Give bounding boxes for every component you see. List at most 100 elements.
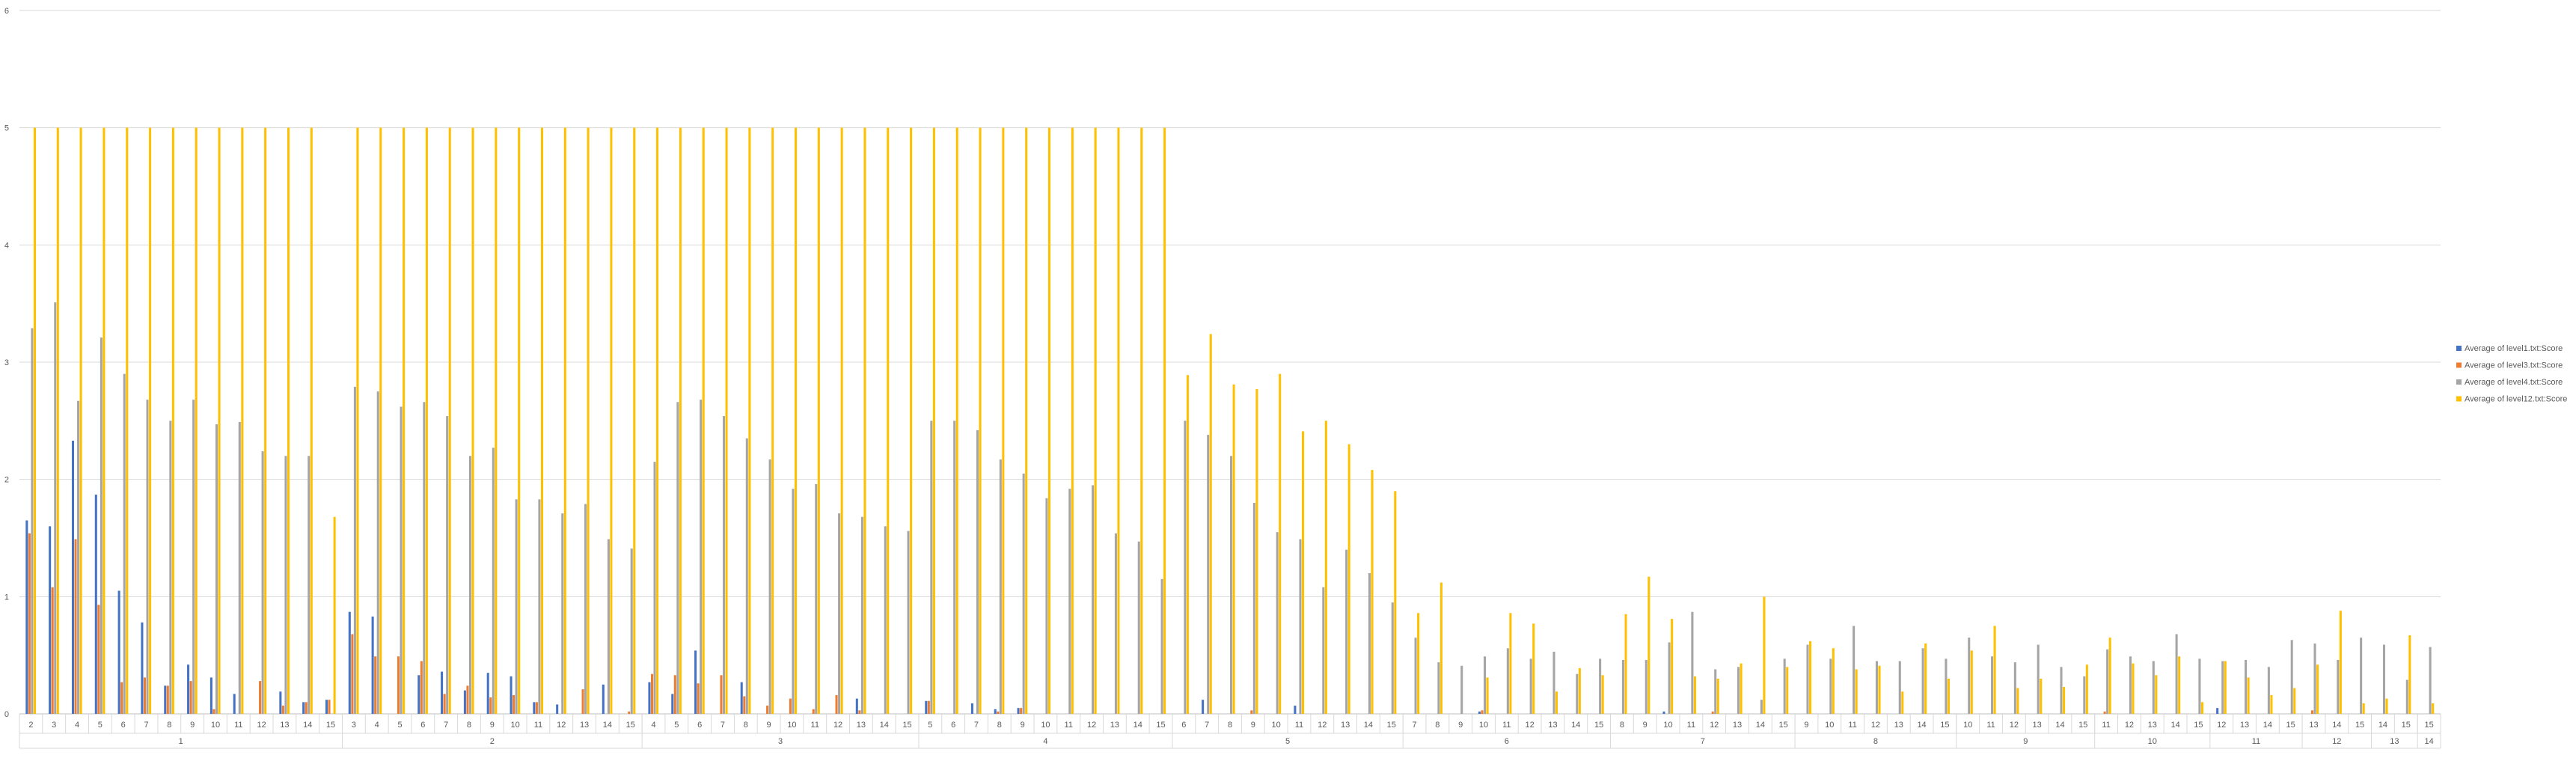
bar-4 (1371, 470, 1374, 714)
x-tick-label: 12 (2010, 721, 2019, 730)
y-tick-label: 6 (4, 7, 9, 16)
bar-4 (448, 127, 451, 714)
bar-2 (720, 675, 723, 714)
bar-4 (1140, 127, 1143, 714)
x-tick-label: 14 (1364, 721, 1373, 730)
bar-3 (1783, 658, 1786, 714)
bar-4 (1417, 613, 1420, 714)
bar-4 (287, 127, 290, 714)
x-tick-label: 15 (326, 721, 335, 730)
x-tick-label: 9 (1804, 721, 1808, 730)
bar-3 (376, 391, 379, 714)
x-tick-label: 7 (144, 721, 148, 730)
bar-4 (794, 127, 798, 714)
bar-3 (446, 416, 449, 714)
bar-1 (417, 675, 420, 714)
bar-3 (423, 402, 426, 714)
x-tick-label: 8 (997, 721, 1002, 730)
x-tick-label: 12 (1087, 721, 1096, 730)
bar-3 (607, 539, 610, 714)
y-tick-label: 5 (4, 124, 9, 133)
bar-1 (648, 682, 651, 714)
bar-4 (1186, 375, 1189, 714)
bar-4 (1047, 127, 1051, 714)
x-tick-label: 13 (1341, 721, 1350, 730)
group-label: 10 (2148, 737, 2157, 746)
bar-3 (953, 421, 956, 714)
bar-3 (1621, 659, 1624, 714)
x-tick-label: 7 (1412, 721, 1416, 730)
x-tick-label: 15 (2286, 721, 2295, 730)
x-tick-label: 14 (2263, 721, 2272, 730)
bar-4 (2132, 663, 2135, 714)
legend-label: Average of level12.txt:Score (2465, 395, 2567, 404)
bar-2 (443, 694, 446, 714)
bar-3 (308, 456, 310, 714)
bar-4 (910, 127, 913, 714)
bar-3 (2037, 644, 2040, 714)
x-tick-label: 2 (28, 721, 33, 730)
x-tick-label: 10 (1825, 721, 1834, 730)
x-tick-label: 9 (1643, 721, 1648, 730)
legend[interactable]: Average of level1.txt:Score Average of le… (2456, 344, 2567, 404)
bar-1 (1017, 708, 1020, 714)
bar-1 (694, 650, 697, 714)
bar-4 (1578, 667, 1581, 714)
bar-1 (533, 702, 536, 714)
bar-1 (2216, 708, 2219, 714)
x-tick-label: 14 (1133, 721, 1142, 730)
bar-3 (146, 400, 149, 714)
legend-item[interactable]: Average of level1.txt:Score (2456, 344, 2563, 353)
x-tick-label: 12 (833, 721, 842, 730)
bar-1 (302, 702, 305, 714)
legend-item[interactable]: Average of level4.txt:Score (2456, 378, 2563, 387)
bar-3 (2245, 659, 2248, 714)
bar-4 (379, 127, 382, 714)
bar-3 (1045, 498, 1048, 714)
bar-3 (2382, 644, 2385, 714)
bar-3 (999, 459, 1002, 714)
legend-item[interactable]: Average of level12.txt:Score (2456, 395, 2567, 404)
bar-3 (2360, 638, 2363, 714)
bar-3 (1437, 662, 1440, 714)
bar-1 (325, 700, 328, 714)
bar-4 (725, 127, 728, 714)
legend-swatch (2456, 396, 2462, 402)
bar-1 (994, 709, 997, 714)
bar-3 (1184, 421, 1187, 714)
bar-4 (1786, 667, 1789, 714)
bar-4 (1601, 675, 1604, 714)
x-tick-label: 6 (420, 721, 425, 730)
bar-3 (2129, 656, 2132, 714)
bar-3 (492, 447, 495, 714)
x-tick-label: 8 (1435, 721, 1440, 730)
x-tick-label: 12 (1710, 721, 1719, 730)
y-tick-label: 2 (4, 476, 9, 485)
bar-3 (100, 337, 103, 714)
bar-4 (126, 127, 129, 714)
bar-4 (1740, 663, 1743, 714)
bar-1 (209, 677, 212, 714)
bar-2 (789, 698, 792, 714)
bar-3 (1092, 485, 1095, 714)
bar-1 (25, 520, 28, 714)
bar-4 (471, 127, 474, 714)
bar-2 (328, 700, 331, 714)
bar-3 (515, 499, 518, 714)
bar-3 (1806, 644, 1809, 714)
bar-3 (2152, 661, 2155, 714)
legend-item[interactable]: Average of level3.txt:Score (2456, 361, 2563, 370)
bar-3 (1760, 700, 1763, 714)
x-tick-label: 10 (1041, 721, 1050, 730)
bar-4 (887, 127, 890, 714)
bar-3 (1068, 489, 1071, 714)
bar-4 (1440, 582, 1443, 714)
bar-3 (1875, 661, 1878, 714)
bar-3 (1529, 658, 1532, 714)
bar-1 (1662, 711, 1665, 714)
bar-4 (1279, 373, 1282, 714)
group-label: 3 (778, 737, 783, 746)
bar-3 (353, 386, 356, 714)
bar-4 (1302, 431, 1305, 714)
